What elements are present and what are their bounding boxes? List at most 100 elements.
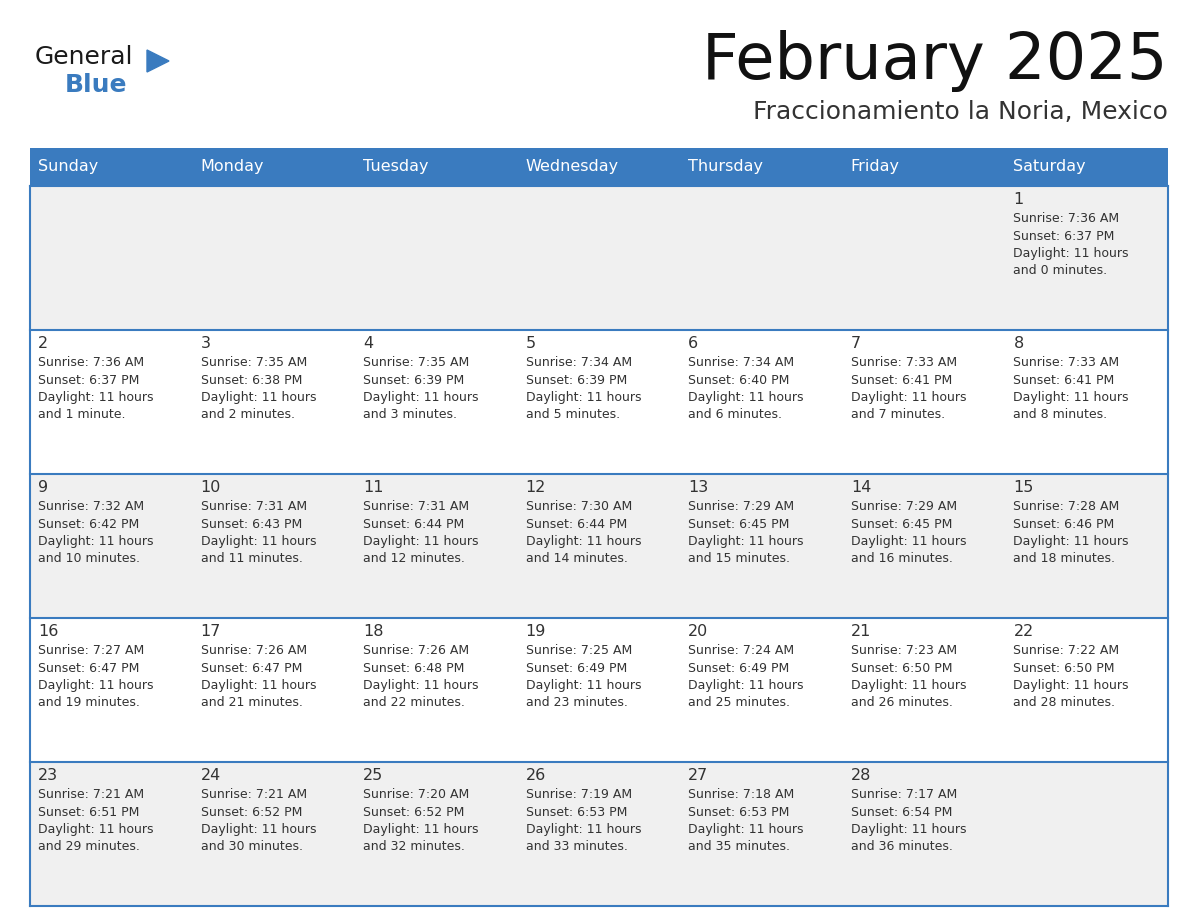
Text: and 1 minute.: and 1 minute. bbox=[38, 409, 126, 421]
Text: Daylight: 11 hours: Daylight: 11 hours bbox=[201, 535, 316, 548]
Bar bbox=[30, 186, 1168, 330]
Text: and 18 minutes.: and 18 minutes. bbox=[1013, 553, 1116, 565]
Text: 22: 22 bbox=[1013, 624, 1034, 639]
Text: Daylight: 11 hours: Daylight: 11 hours bbox=[38, 823, 153, 836]
Text: and 30 minutes.: and 30 minutes. bbox=[201, 841, 303, 854]
Text: General: General bbox=[34, 45, 133, 69]
Text: and 3 minutes.: and 3 minutes. bbox=[364, 409, 457, 421]
Text: and 23 minutes.: and 23 minutes. bbox=[526, 697, 627, 710]
Text: Sunrise: 7:33 AM: Sunrise: 7:33 AM bbox=[851, 356, 958, 369]
Text: and 7 minutes.: and 7 minutes. bbox=[851, 409, 944, 421]
Text: Sunrise: 7:19 AM: Sunrise: 7:19 AM bbox=[526, 788, 632, 801]
Text: Daylight: 11 hours: Daylight: 11 hours bbox=[851, 823, 966, 836]
Text: Daylight: 11 hours: Daylight: 11 hours bbox=[364, 823, 479, 836]
Text: and 11 minutes.: and 11 minutes. bbox=[201, 553, 303, 565]
Text: Wednesday: Wednesday bbox=[526, 160, 619, 174]
Text: Sunset: 6:54 PM: Sunset: 6:54 PM bbox=[851, 805, 953, 819]
Text: Sunrise: 7:36 AM: Sunrise: 7:36 AM bbox=[38, 356, 144, 369]
Text: Sunrise: 7:34 AM: Sunrise: 7:34 AM bbox=[526, 356, 632, 369]
Text: 5: 5 bbox=[526, 336, 536, 351]
Text: 1: 1 bbox=[1013, 192, 1024, 207]
Text: Sunset: 6:44 PM: Sunset: 6:44 PM bbox=[526, 518, 627, 531]
Text: Daylight: 11 hours: Daylight: 11 hours bbox=[1013, 247, 1129, 260]
Text: Sunset: 6:52 PM: Sunset: 6:52 PM bbox=[364, 805, 465, 819]
Text: Sunset: 6:53 PM: Sunset: 6:53 PM bbox=[688, 805, 790, 819]
Text: Sunrise: 7:21 AM: Sunrise: 7:21 AM bbox=[201, 788, 307, 801]
Text: and 0 minutes.: and 0 minutes. bbox=[1013, 264, 1107, 277]
Text: Sunrise: 7:35 AM: Sunrise: 7:35 AM bbox=[201, 356, 307, 369]
Text: 27: 27 bbox=[688, 768, 708, 783]
Text: 9: 9 bbox=[38, 480, 49, 495]
Text: Sunset: 6:41 PM: Sunset: 6:41 PM bbox=[851, 374, 952, 386]
Text: Sunset: 6:51 PM: Sunset: 6:51 PM bbox=[38, 805, 139, 819]
Text: and 33 minutes.: and 33 minutes. bbox=[526, 841, 627, 854]
Text: Daylight: 11 hours: Daylight: 11 hours bbox=[364, 535, 479, 548]
Text: 8: 8 bbox=[1013, 336, 1024, 351]
Text: Thursday: Thursday bbox=[688, 160, 763, 174]
Text: and 15 minutes.: and 15 minutes. bbox=[688, 553, 790, 565]
Text: Sunrise: 7:30 AM: Sunrise: 7:30 AM bbox=[526, 500, 632, 513]
Text: Saturday: Saturday bbox=[1013, 160, 1086, 174]
Text: 11: 11 bbox=[364, 480, 384, 495]
Text: February 2025: February 2025 bbox=[702, 30, 1168, 92]
Text: Sunrise: 7:31 AM: Sunrise: 7:31 AM bbox=[201, 500, 307, 513]
Text: 13: 13 bbox=[688, 480, 708, 495]
Text: Daylight: 11 hours: Daylight: 11 hours bbox=[851, 391, 966, 404]
Text: 6: 6 bbox=[688, 336, 699, 351]
Text: and 8 minutes.: and 8 minutes. bbox=[1013, 409, 1107, 421]
Text: Sunrise: 7:26 AM: Sunrise: 7:26 AM bbox=[201, 644, 307, 657]
Text: Daylight: 11 hours: Daylight: 11 hours bbox=[201, 823, 316, 836]
Text: 16: 16 bbox=[38, 624, 58, 639]
Text: 21: 21 bbox=[851, 624, 871, 639]
Text: and 26 minutes.: and 26 minutes. bbox=[851, 697, 953, 710]
Text: Sunrise: 7:34 AM: Sunrise: 7:34 AM bbox=[688, 356, 795, 369]
Text: Sunday: Sunday bbox=[38, 160, 99, 174]
Text: Sunset: 6:38 PM: Sunset: 6:38 PM bbox=[201, 374, 302, 386]
Text: Sunset: 6:43 PM: Sunset: 6:43 PM bbox=[201, 518, 302, 531]
Text: Daylight: 11 hours: Daylight: 11 hours bbox=[688, 823, 804, 836]
Text: Daylight: 11 hours: Daylight: 11 hours bbox=[526, 535, 642, 548]
Text: 3: 3 bbox=[201, 336, 210, 351]
Text: Sunrise: 7:22 AM: Sunrise: 7:22 AM bbox=[1013, 644, 1119, 657]
Text: Sunrise: 7:23 AM: Sunrise: 7:23 AM bbox=[851, 644, 958, 657]
Text: Sunrise: 7:20 AM: Sunrise: 7:20 AM bbox=[364, 788, 469, 801]
Text: Friday: Friday bbox=[851, 160, 899, 174]
Text: Daylight: 11 hours: Daylight: 11 hours bbox=[851, 535, 966, 548]
Text: and 28 minutes.: and 28 minutes. bbox=[1013, 697, 1116, 710]
Text: and 22 minutes.: and 22 minutes. bbox=[364, 697, 465, 710]
Bar bbox=[30, 148, 1168, 186]
Text: Fraccionamiento la Noria, Mexico: Fraccionamiento la Noria, Mexico bbox=[753, 100, 1168, 124]
Text: Sunset: 6:53 PM: Sunset: 6:53 PM bbox=[526, 805, 627, 819]
Text: Sunset: 6:47 PM: Sunset: 6:47 PM bbox=[201, 662, 302, 675]
Text: Sunrise: 7:28 AM: Sunrise: 7:28 AM bbox=[1013, 500, 1119, 513]
Text: Sunset: 6:47 PM: Sunset: 6:47 PM bbox=[38, 662, 139, 675]
Text: Sunset: 6:49 PM: Sunset: 6:49 PM bbox=[526, 662, 627, 675]
Text: Sunset: 6:39 PM: Sunset: 6:39 PM bbox=[526, 374, 627, 386]
Text: Sunset: 6:40 PM: Sunset: 6:40 PM bbox=[688, 374, 790, 386]
Text: Monday: Monday bbox=[201, 160, 264, 174]
Text: 2: 2 bbox=[38, 336, 49, 351]
Text: 17: 17 bbox=[201, 624, 221, 639]
Text: Sunset: 6:50 PM: Sunset: 6:50 PM bbox=[851, 662, 953, 675]
Text: Sunrise: 7:24 AM: Sunrise: 7:24 AM bbox=[688, 644, 795, 657]
Text: Sunrise: 7:32 AM: Sunrise: 7:32 AM bbox=[38, 500, 144, 513]
Text: Sunset: 6:37 PM: Sunset: 6:37 PM bbox=[38, 374, 139, 386]
Text: Sunset: 6:37 PM: Sunset: 6:37 PM bbox=[1013, 230, 1114, 242]
Text: Daylight: 11 hours: Daylight: 11 hours bbox=[1013, 391, 1129, 404]
Polygon shape bbox=[147, 50, 169, 72]
Text: Sunset: 6:44 PM: Sunset: 6:44 PM bbox=[364, 518, 465, 531]
Text: and 16 minutes.: and 16 minutes. bbox=[851, 553, 953, 565]
Bar bbox=[30, 330, 1168, 474]
Text: and 10 minutes.: and 10 minutes. bbox=[38, 553, 140, 565]
Text: and 35 minutes.: and 35 minutes. bbox=[688, 841, 790, 854]
Text: Daylight: 11 hours: Daylight: 11 hours bbox=[688, 679, 804, 692]
Text: 12: 12 bbox=[526, 480, 546, 495]
Text: Sunrise: 7:31 AM: Sunrise: 7:31 AM bbox=[364, 500, 469, 513]
Text: and 19 minutes.: and 19 minutes. bbox=[38, 697, 140, 710]
Text: and 6 minutes.: and 6 minutes. bbox=[688, 409, 782, 421]
Text: Daylight: 11 hours: Daylight: 11 hours bbox=[364, 391, 479, 404]
Text: 28: 28 bbox=[851, 768, 871, 783]
Text: Sunrise: 7:35 AM: Sunrise: 7:35 AM bbox=[364, 356, 469, 369]
Text: Sunset: 6:39 PM: Sunset: 6:39 PM bbox=[364, 374, 465, 386]
Text: 4: 4 bbox=[364, 336, 373, 351]
